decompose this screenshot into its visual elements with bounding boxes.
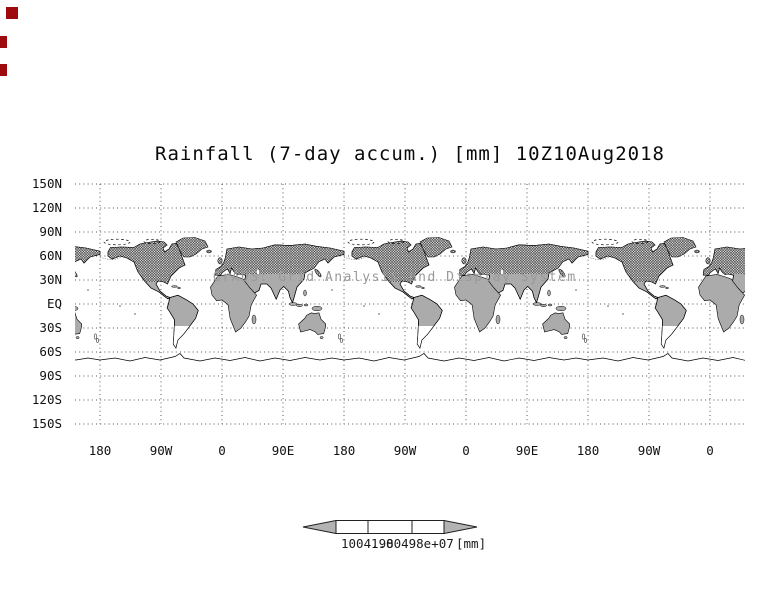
lat-tick-label: 90S: [39, 368, 62, 383]
lat-tick-label: 90N: [39, 224, 62, 239]
lon-tick-label: 180: [88, 443, 112, 458]
grads-watermark: GrADS: Grid Analysis and Display System: [213, 270, 577, 285]
red-corner-mark: [6, 7, 18, 19]
lat-tick-label: EQ: [46, 296, 62, 311]
colorbar-arrow: [302, 519, 478, 535]
lon-tick-label: 180: [576, 443, 600, 458]
lon-tick-label: 0: [706, 443, 714, 458]
red-corner-mark: [0, 64, 7, 76]
colorbar-tick-label: 1.00498e+07: [371, 536, 454, 551]
lon-tick-label: 180: [332, 443, 356, 458]
world-copy: [344, 232, 594, 366]
lon-tick-label: 90W: [393, 443, 417, 458]
world-copy: [0, 232, 106, 366]
colorbar-unit-label: [mm]: [456, 536, 487, 551]
lon-tick-label: 0: [462, 443, 470, 458]
red-corner-mark: [0, 36, 7, 48]
lon-tick-label: 90E: [515, 443, 539, 458]
lat-tick-label: 30N: [39, 272, 62, 287]
lat-tick-label: 150N: [31, 176, 62, 191]
lon-tick-label: 90W: [149, 443, 173, 458]
plot-title: Rainfall (7-day accum.) [mm] 10Z10Aug201…: [155, 143, 665, 165]
lat-tick-label: 150S: [31, 416, 62, 431]
lat-tick-label: 120S: [31, 392, 62, 407]
lat-tick-label: 120N: [31, 200, 62, 215]
lat-tick-label: 60S: [39, 344, 62, 359]
world-map-layer: [0, 232, 784, 366]
colorbar-tick-label: 1004.98: [341, 536, 394, 551]
lat-tick-label: 30S: [39, 320, 62, 335]
lon-tick-label: 90W: [637, 443, 661, 458]
lat-tick-label: 60N: [39, 248, 62, 263]
world-copy: [100, 232, 350, 366]
lon-tick-label: 90E: [271, 443, 295, 458]
lon-tick-label: 0: [218, 443, 226, 458]
world-copy: [588, 232, 784, 366]
